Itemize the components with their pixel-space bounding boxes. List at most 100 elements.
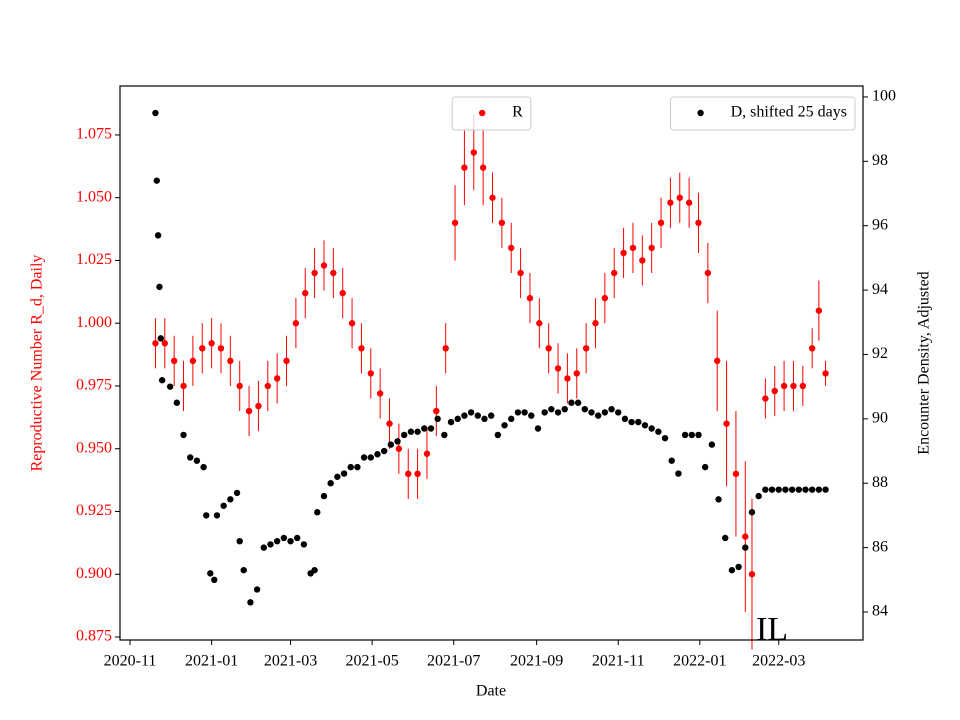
point xyxy=(280,534,288,542)
point xyxy=(574,399,582,406)
plot-frame xyxy=(119,85,864,641)
point xyxy=(423,450,431,457)
legend: R xyxy=(451,96,532,131)
point xyxy=(742,544,749,551)
point xyxy=(339,289,346,297)
point xyxy=(273,537,281,545)
point xyxy=(545,345,552,352)
point xyxy=(386,420,393,427)
point xyxy=(300,541,308,548)
point xyxy=(675,470,682,477)
x-tick-label: 2022-01 xyxy=(673,653,726,670)
point xyxy=(447,418,455,426)
point xyxy=(387,441,395,448)
y-tick-label: 1.025 xyxy=(76,251,112,268)
point xyxy=(360,454,368,461)
legend-box xyxy=(670,96,856,131)
point xyxy=(822,486,829,493)
point xyxy=(639,257,646,264)
y2-tick-label: 100 xyxy=(872,88,896,105)
point xyxy=(601,409,609,416)
point xyxy=(401,431,408,439)
point xyxy=(588,409,595,416)
point xyxy=(287,537,294,545)
point xyxy=(628,418,635,426)
point xyxy=(454,415,461,423)
y2-tick-label: 90 xyxy=(872,410,888,427)
x-tick-label: 2020-11 xyxy=(104,653,157,670)
x-tick-label: 2022-03 xyxy=(752,653,805,670)
point xyxy=(395,445,403,452)
point xyxy=(561,405,568,413)
point xyxy=(676,194,683,201)
point xyxy=(548,405,555,413)
point xyxy=(340,470,348,477)
point xyxy=(367,454,374,461)
point xyxy=(771,387,778,395)
point xyxy=(283,357,290,365)
point xyxy=(655,428,662,435)
point xyxy=(661,434,669,442)
point xyxy=(795,486,802,493)
point xyxy=(641,422,649,429)
point xyxy=(554,409,562,416)
point xyxy=(233,489,241,497)
point xyxy=(152,109,159,117)
point xyxy=(635,418,642,426)
point xyxy=(822,370,829,377)
point xyxy=(611,269,618,277)
point xyxy=(311,269,318,277)
point xyxy=(193,457,201,464)
point xyxy=(479,164,487,171)
point xyxy=(667,199,674,206)
point xyxy=(330,269,337,277)
point xyxy=(715,496,722,503)
point xyxy=(601,294,609,302)
point xyxy=(526,294,534,302)
point xyxy=(762,486,769,493)
point xyxy=(790,382,797,390)
point xyxy=(802,486,809,493)
point xyxy=(442,345,449,352)
point xyxy=(220,502,227,509)
x-tick-label: 2021-05 xyxy=(345,653,398,670)
point xyxy=(200,463,207,471)
point xyxy=(554,365,562,372)
point xyxy=(211,576,218,584)
point xyxy=(467,409,475,416)
point xyxy=(170,357,178,365)
x-tick-label: 2021-11 xyxy=(592,653,645,670)
point xyxy=(564,375,571,382)
point xyxy=(742,533,749,540)
point xyxy=(348,320,356,327)
point xyxy=(536,320,543,327)
point xyxy=(253,586,261,593)
point xyxy=(327,480,334,487)
point xyxy=(648,425,655,432)
point xyxy=(474,412,481,419)
point xyxy=(732,470,740,478)
point xyxy=(668,457,675,464)
point xyxy=(780,382,788,390)
point xyxy=(748,509,756,516)
point xyxy=(487,412,495,419)
y-tick-label: 0.900 xyxy=(76,565,112,582)
point xyxy=(688,431,695,439)
point xyxy=(498,219,506,227)
x-axis-label: Date xyxy=(476,683,506,700)
point xyxy=(695,219,702,227)
point xyxy=(748,571,756,578)
point xyxy=(173,399,181,406)
point xyxy=(380,447,388,455)
y2-tick-label: 86 xyxy=(872,538,888,555)
point xyxy=(815,307,823,314)
point xyxy=(199,345,206,352)
point xyxy=(470,149,477,156)
legend-marker xyxy=(697,109,704,117)
point xyxy=(481,415,488,423)
point xyxy=(788,486,796,493)
point xyxy=(573,370,580,377)
point xyxy=(514,409,522,416)
point xyxy=(240,566,247,574)
point xyxy=(657,219,665,227)
